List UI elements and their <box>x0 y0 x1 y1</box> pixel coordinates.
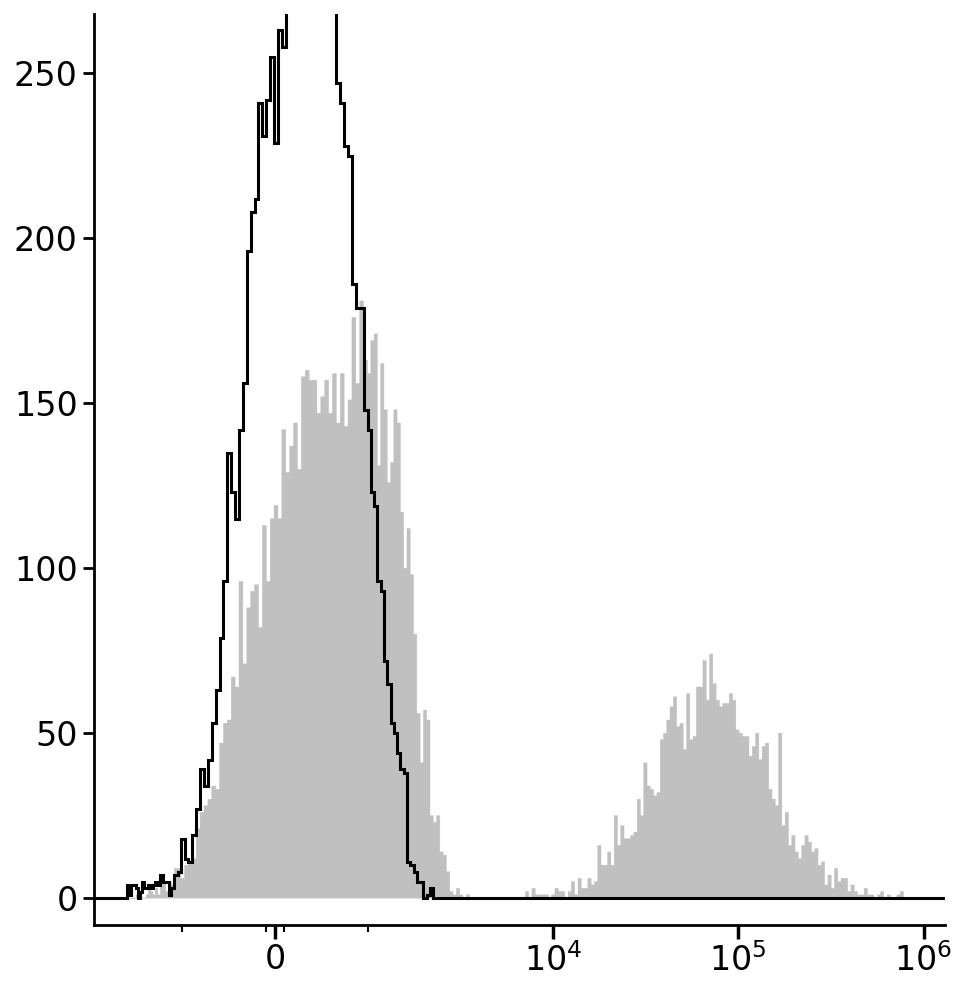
Polygon shape <box>71 301 956 898</box>
